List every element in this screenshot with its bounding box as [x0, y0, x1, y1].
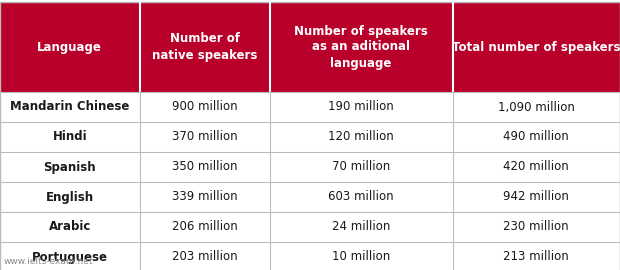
Text: Mandarin Chinese: Mandarin Chinese — [10, 100, 130, 113]
Text: Number of speakers
as an aditional
language: Number of speakers as an aditional langu… — [294, 25, 428, 69]
Text: 203 million: 203 million — [172, 251, 237, 264]
Text: 370 million: 370 million — [172, 130, 237, 143]
Text: Number of
native speakers: Number of native speakers — [152, 32, 257, 62]
Text: 490 million: 490 million — [503, 130, 569, 143]
Text: 10 million: 10 million — [332, 251, 390, 264]
Bar — [0, 212, 620, 242]
Text: Hindi: Hindi — [53, 130, 87, 143]
Text: 900 million: 900 million — [172, 100, 237, 113]
Bar — [0, 122, 620, 152]
Text: English: English — [46, 191, 94, 204]
Bar — [0, 182, 620, 212]
Text: 213 million: 213 million — [503, 251, 569, 264]
Bar — [0, 242, 620, 270]
Text: www.ielts-exam.net: www.ielts-exam.net — [4, 258, 94, 266]
Bar — [0, 152, 620, 182]
Text: 350 million: 350 million — [172, 160, 237, 174]
Bar — [0, 2, 620, 92]
Text: 120 million: 120 million — [328, 130, 394, 143]
Text: Portuguese: Portuguese — [32, 251, 108, 264]
Text: 942 million: 942 million — [503, 191, 569, 204]
Text: 230 million: 230 million — [503, 221, 569, 234]
Text: 190 million: 190 million — [328, 100, 394, 113]
Text: Spanish: Spanish — [43, 160, 96, 174]
Text: 603 million: 603 million — [329, 191, 394, 204]
Text: Arabic: Arabic — [48, 221, 91, 234]
Text: 339 million: 339 million — [172, 191, 237, 204]
Text: 24 million: 24 million — [332, 221, 391, 234]
Text: Total number of speakers: Total number of speakers — [452, 40, 620, 53]
Text: 420 million: 420 million — [503, 160, 569, 174]
Text: Language: Language — [37, 40, 102, 53]
Text: 1,090 million: 1,090 million — [498, 100, 575, 113]
Text: 70 million: 70 million — [332, 160, 390, 174]
Text: 206 million: 206 million — [172, 221, 237, 234]
Bar — [0, 92, 620, 122]
